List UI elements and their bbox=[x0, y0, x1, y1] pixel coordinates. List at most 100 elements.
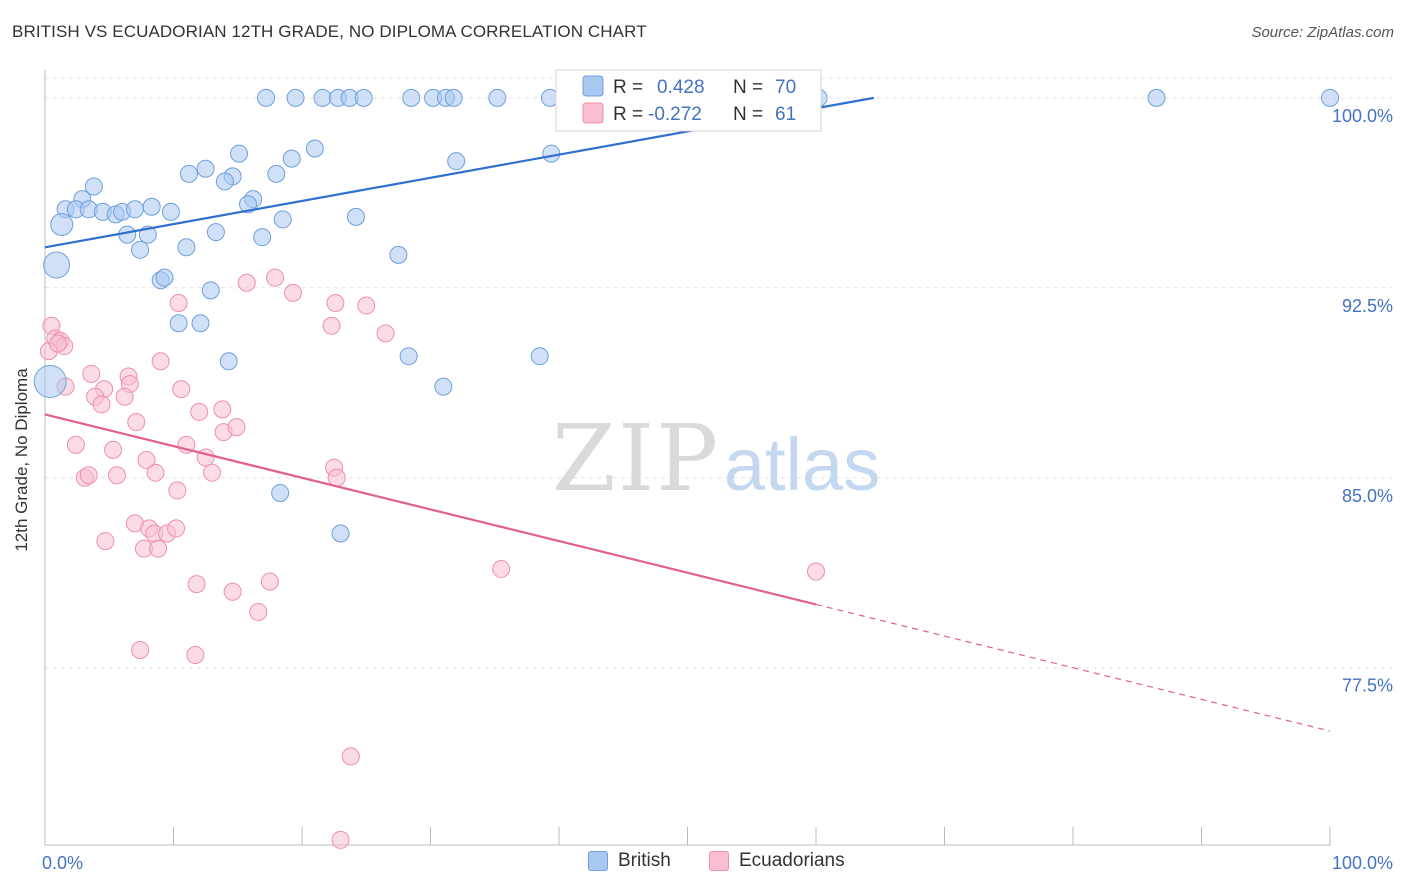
british-point bbox=[1321, 88, 1339, 107]
british-point bbox=[271, 483, 290, 502]
ecuadorians-point bbox=[66, 435, 85, 454]
british-point bbox=[206, 223, 225, 242]
ecuadorians-point bbox=[260, 572, 279, 591]
x-tick-label: 0.0% bbox=[42, 853, 83, 873]
ecuadorians-points bbox=[39, 268, 825, 849]
ecuadorians-point bbox=[92, 395, 111, 414]
ecuadorians-point bbox=[249, 602, 268, 621]
british-point bbox=[155, 268, 174, 287]
british-point bbox=[488, 88, 507, 107]
british-point bbox=[84, 177, 103, 196]
stats-legend-ecuadorians-r-label: R = bbox=[613, 104, 643, 125]
stats-legend-ecuadorians-n-label: N = bbox=[733, 104, 763, 125]
ecuadorians-point bbox=[203, 463, 222, 482]
ecuadorians-trend-line bbox=[44, 413, 817, 606]
legend-ecuadorians-label: Ecuadorians bbox=[739, 850, 845, 871]
british-point bbox=[161, 202, 180, 221]
ecuadorians-point bbox=[187, 575, 206, 594]
ecuadorians-point bbox=[167, 519, 186, 538]
british-point bbox=[530, 347, 549, 366]
ecuadorians-point bbox=[186, 646, 205, 665]
ecuadorians-point bbox=[151, 352, 170, 371]
legend-british-label: British bbox=[618, 850, 671, 871]
british-point bbox=[230, 144, 249, 163]
ecuadorians-point bbox=[104, 440, 123, 459]
british-point bbox=[201, 281, 220, 300]
british-point bbox=[196, 159, 215, 178]
stats-legend-ecuadorians-r-value: -0.272 bbox=[648, 104, 702, 125]
stats-legend-ecuadorians-n-value: 61 bbox=[775, 104, 796, 125]
british-point bbox=[239, 195, 258, 214]
chart-title: BRITISH VS ECUADORIAN 12TH GRADE, NO DIP… bbox=[12, 22, 647, 41]
ecuadorians-point bbox=[266, 268, 285, 287]
ecuadorians-trend-extension bbox=[815, 603, 1331, 732]
ecuadorians-point bbox=[172, 380, 191, 399]
british-point bbox=[313, 88, 332, 107]
ecuadorians-point bbox=[190, 402, 209, 421]
tick-labels: 77.5% 85.0% 92.5% 100.0% 0.0% 100.0% bbox=[42, 106, 1393, 873]
x-tick-label: 100.0% bbox=[1332, 853, 1393, 873]
ecuadorians-point bbox=[331, 830, 350, 849]
ecuadorians-point bbox=[137, 451, 156, 470]
grid-lines bbox=[45, 77, 1395, 669]
legend-item-ecuadorians: Ecuadorians bbox=[709, 850, 845, 872]
ecuadorians-point bbox=[284, 283, 303, 302]
ecuadorians-point bbox=[341, 747, 360, 766]
ecuadorians-point bbox=[227, 418, 246, 437]
ecuadorians-point bbox=[146, 463, 165, 482]
british-point bbox=[257, 88, 276, 107]
british-point bbox=[179, 164, 198, 183]
ecuadorians-point bbox=[131, 640, 150, 659]
british-point bbox=[169, 314, 188, 333]
british-point bbox=[346, 207, 365, 226]
british-point bbox=[177, 238, 196, 257]
legend-british-swatch bbox=[588, 851, 608, 871]
legend-item-british: British bbox=[588, 850, 671, 872]
stats-legend-ecuadorians-swatch bbox=[582, 102, 604, 124]
ecuadorians-point bbox=[376, 324, 395, 343]
british-point bbox=[542, 144, 561, 163]
british-point bbox=[219, 352, 238, 371]
stats-legend-british-n-label: N = bbox=[733, 77, 763, 98]
ecuadorians-point bbox=[322, 316, 341, 335]
stats-legend-british-n-value: 70 bbox=[775, 77, 796, 98]
watermark-atlas: atlas bbox=[724, 423, 880, 506]
stats-legend-british-r-label: R = bbox=[613, 77, 643, 98]
ecuadorians-point bbox=[107, 466, 126, 485]
british-point bbox=[331, 524, 350, 543]
british-point bbox=[286, 88, 305, 107]
y-tick-label: 100.0% bbox=[1332, 106, 1393, 126]
british-point bbox=[444, 88, 463, 107]
source-label: Source: ZipAtlas.com bbox=[1251, 24, 1394, 41]
ecuadorians-point bbox=[213, 400, 232, 419]
y-tick-label: 77.5% bbox=[1342, 676, 1393, 696]
british-point bbox=[50, 212, 74, 236]
british-point bbox=[142, 197, 161, 216]
ecuadorians-point bbox=[169, 294, 188, 313]
ecuadorians-point bbox=[807, 562, 825, 581]
watermark: ZIP atlas bbox=[552, 405, 880, 512]
ecuadorians-point bbox=[115, 387, 134, 406]
ecuadorians-point bbox=[82, 364, 101, 383]
british-point bbox=[399, 347, 418, 366]
british-point bbox=[434, 377, 453, 396]
british-point bbox=[273, 210, 292, 229]
british-point bbox=[402, 88, 421, 107]
ecuadorians-point bbox=[48, 334, 67, 353]
ecuadorians-point bbox=[492, 559, 511, 578]
british-point bbox=[354, 88, 373, 107]
british-point bbox=[215, 172, 234, 191]
ecuadorians-point bbox=[96, 532, 115, 551]
ecuadorians-point bbox=[237, 273, 256, 292]
ecuadorians-point bbox=[168, 481, 187, 500]
british-point bbox=[267, 164, 286, 183]
ecuadorians-point bbox=[79, 466, 98, 485]
y-tick-label: 92.5% bbox=[1342, 296, 1393, 316]
ecuadorians-point bbox=[357, 296, 376, 315]
british-point bbox=[282, 149, 301, 168]
ecuadorians-point bbox=[149, 539, 168, 558]
ecuadorians-point bbox=[326, 294, 345, 313]
watermark-zip: ZIP bbox=[552, 405, 720, 512]
british-point bbox=[447, 152, 466, 171]
